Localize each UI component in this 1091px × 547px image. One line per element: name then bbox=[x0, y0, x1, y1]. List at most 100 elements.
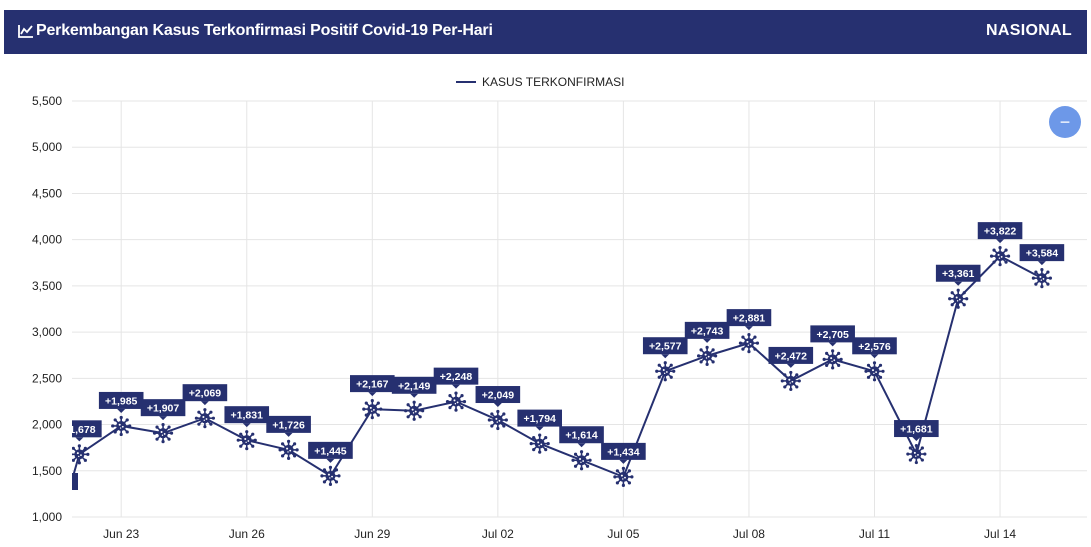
data-label: +2,248 bbox=[433, 367, 479, 389]
svg-text:+1,985: +1,985 bbox=[105, 395, 138, 407]
svg-text:+1,434: +1,434 bbox=[607, 446, 640, 458]
zoom-out-button[interactable]: − bbox=[1049, 106, 1081, 138]
virus-icon[interactable] bbox=[404, 400, 425, 421]
svg-text:+3,361: +3,361 bbox=[942, 268, 975, 280]
svg-text:+1,907: +1,907 bbox=[147, 403, 180, 415]
svg-text:+2,069: +2,069 bbox=[189, 388, 222, 400]
line-chart-icon bbox=[18, 25, 33, 38]
y-tick-label: 1,500 bbox=[32, 464, 62, 478]
chart-legend[interactable]: KASUS TERKONFIRMASI bbox=[456, 74, 624, 90]
x-tick-label: Jun 26 bbox=[229, 527, 265, 541]
virus-icon[interactable] bbox=[487, 409, 508, 431]
x-tick-label: Jun 23 bbox=[103, 527, 139, 541]
legend-label: KASUS TERKONFIRMASI bbox=[482, 75, 625, 89]
virus-icon[interactable] bbox=[194, 408, 215, 429]
svg-text:+1,794: +1,794 bbox=[523, 413, 556, 425]
data-label: +2,069 bbox=[182, 384, 228, 406]
virus-icon[interactable] bbox=[948, 288, 969, 309]
svg-text:+2,149: +2,149 bbox=[398, 380, 431, 392]
data-label: +1,726 bbox=[266, 415, 311, 437]
svg-text:+1,681: +1,681 bbox=[900, 424, 933, 436]
y-tick-label: 5,500 bbox=[32, 94, 62, 108]
virus-icon[interactable] bbox=[906, 443, 927, 465]
data-label: +3,584 bbox=[1019, 244, 1065, 266]
virus-icon[interactable] bbox=[613, 466, 634, 487]
data-label: +2,576 bbox=[852, 337, 897, 359]
data-label: +1,831 bbox=[224, 406, 270, 428]
virus-icon[interactable] bbox=[362, 399, 383, 420]
data-label: +2,743 bbox=[684, 321, 730, 343]
y-tick-label: 2,500 bbox=[32, 371, 62, 385]
y-tick-label: 4,500 bbox=[32, 186, 62, 200]
data-label: +1,985 bbox=[98, 391, 144, 413]
virus-icon[interactable] bbox=[655, 361, 676, 382]
virus-icon[interactable] bbox=[529, 433, 550, 454]
data-label: +1,678 bbox=[63, 420, 102, 442]
series-line bbox=[72, 254, 1043, 481]
data-label: +1,445 bbox=[308, 441, 353, 463]
svg-text:+3,822: +3,822 bbox=[984, 226, 1017, 238]
virus-icon[interactable] bbox=[111, 415, 132, 437]
svg-text:+3,584: +3,584 bbox=[1026, 248, 1059, 260]
svg-text:+1,831: +1,831 bbox=[231, 410, 264, 422]
virus-icon[interactable] bbox=[69, 444, 90, 465]
x-tick-label: Jul 05 bbox=[607, 527, 639, 541]
data-label: +1,907 bbox=[140, 399, 186, 421]
data-label: +1,794 bbox=[517, 409, 562, 431]
virus-icon[interactable] bbox=[152, 423, 174, 444]
data-label: +2,577 bbox=[642, 337, 688, 359]
data-label: +2,881 bbox=[726, 309, 772, 331]
legend-swatch bbox=[456, 81, 476, 83]
svg-text:+1,614: +1,614 bbox=[565, 430, 598, 442]
virus-icon[interactable] bbox=[738, 333, 760, 354]
grid bbox=[72, 100, 1087, 518]
svg-text:+1,726: +1,726 bbox=[272, 419, 305, 431]
svg-text:+2,248: +2,248 bbox=[440, 371, 473, 383]
data-label: +1,614 bbox=[559, 426, 604, 448]
svg-text:+2,049: +2,049 bbox=[482, 390, 515, 402]
x-tick-label: Jun 29 bbox=[354, 527, 390, 541]
y-tick-label: 4,000 bbox=[32, 233, 62, 247]
virus-icon[interactable] bbox=[864, 361, 885, 382]
data-label: +1,681 bbox=[894, 420, 939, 442]
region-badge: NASIONAL bbox=[986, 22, 1072, 39]
virus-icon[interactable] bbox=[571, 450, 592, 471]
virus-icon[interactable] bbox=[236, 430, 257, 451]
y-tick-label: 2,000 bbox=[32, 418, 62, 432]
svg-text:+2,881: +2,881 bbox=[733, 313, 766, 325]
virus-icon[interactable] bbox=[445, 391, 467, 412]
svg-text:+2,576: +2,576 bbox=[858, 341, 891, 353]
svg-text:+2,167: +2,167 bbox=[356, 379, 389, 391]
svg-text:+2,472: +2,472 bbox=[775, 350, 808, 362]
svg-text:+1,678: +1,678 bbox=[63, 424, 96, 436]
x-tick-label: Jul 14 bbox=[984, 527, 1016, 541]
data-label: +2,705 bbox=[810, 325, 855, 347]
x-tick-label: Jul 02 bbox=[482, 527, 514, 541]
data-label: +3,361 bbox=[935, 264, 981, 286]
y-tick-label: 1,000 bbox=[32, 510, 62, 524]
virus-icon[interactable] bbox=[697, 345, 718, 366]
y-tick-label: 3,000 bbox=[32, 325, 62, 339]
plot-area: +1,678 +1,985 +1,907 +2,069 +1,831 +1,726 +1,4… bbox=[63, 222, 1065, 490]
svg-text:+1,445: +1,445 bbox=[314, 445, 347, 457]
data-label: +2,472 bbox=[768, 346, 814, 368]
svg-text:+2,577: +2,577 bbox=[649, 341, 682, 353]
data-label: +2,167 bbox=[350, 375, 395, 397]
chart-header: Perkembangan Kasus Terkonfirmasi Positif… bbox=[4, 10, 1087, 54]
y-tick-label: 3,500 bbox=[32, 279, 62, 293]
virus-icon[interactable] bbox=[780, 370, 801, 392]
virus-icon[interactable] bbox=[822, 349, 843, 370]
data-label: +1,434 bbox=[601, 442, 646, 464]
virus-icon[interactable] bbox=[989, 246, 1011, 267]
x-tick-label: Jul 08 bbox=[733, 527, 765, 541]
virus-icon[interactable] bbox=[1031, 268, 1052, 289]
virus-icon[interactable] bbox=[320, 465, 341, 486]
x-tick-label: Jul 11 bbox=[859, 527, 890, 541]
svg-text:+2,705: +2,705 bbox=[816, 329, 849, 341]
data-label-partial bbox=[72, 473, 78, 490]
data-label: +3,822 bbox=[977, 222, 1023, 244]
chart-title: Perkembangan Kasus Terkonfirmasi Positif… bbox=[36, 22, 493, 39]
virus-icon[interactable] bbox=[278, 439, 299, 460]
data-label: +2,049 bbox=[475, 386, 521, 408]
